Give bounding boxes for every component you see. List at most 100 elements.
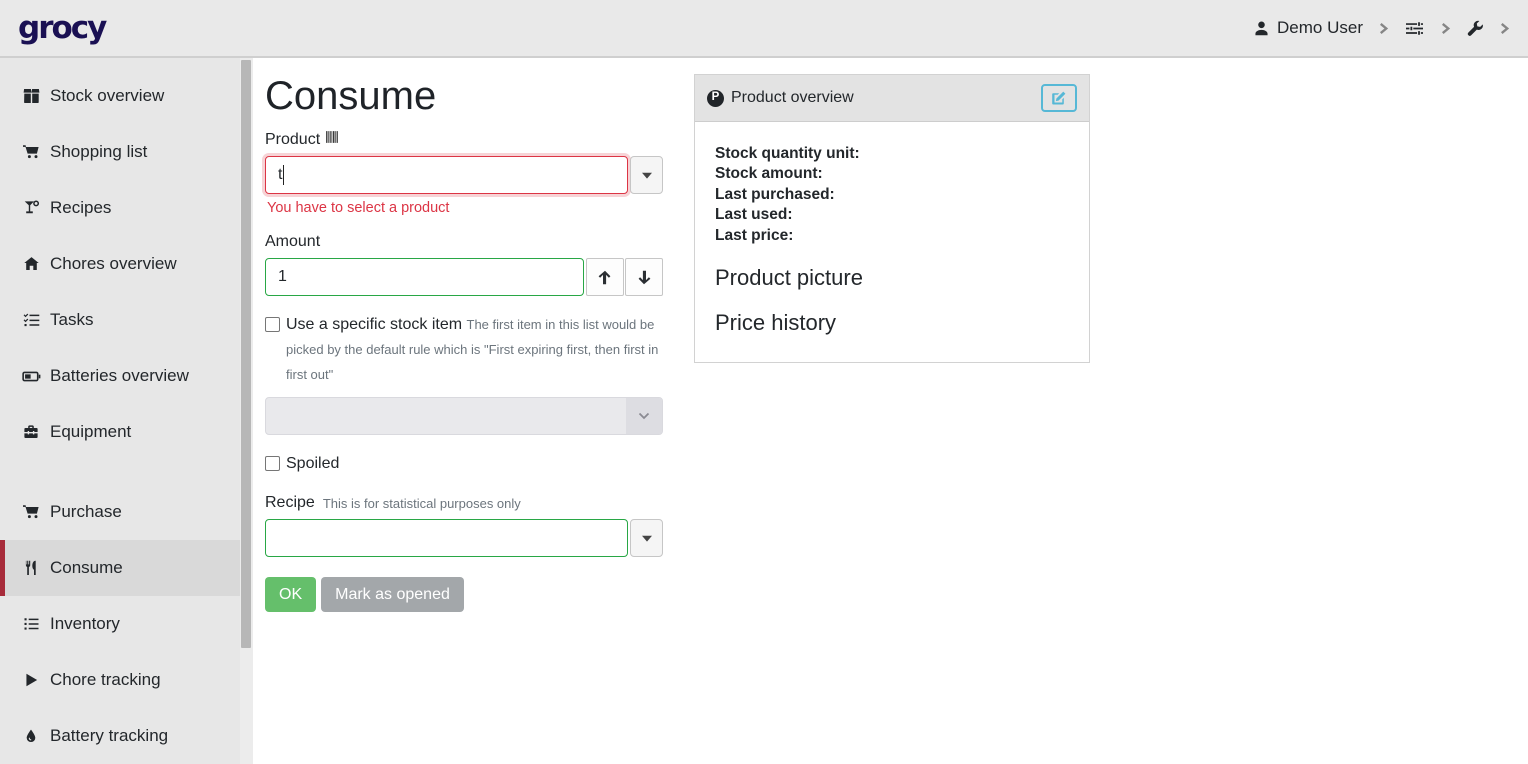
product-picture-heading: Product picture: [715, 265, 863, 291]
sidebar-item-label: Stock overview: [50, 86, 165, 105]
product-overview-card: P Product overview Stock quantity unit: …: [694, 74, 1090, 364]
wrench-icon[interactable]: [1466, 20, 1484, 37]
product-overview-header: P Product overview: [695, 75, 1089, 122]
top-navbar: grocy Demo User: [0, 0, 1528, 58]
sidebar-item-consume[interactable]: Consume: [0, 540, 240, 596]
caret-down-icon: [641, 535, 652, 542]
cart-icon: [21, 504, 41, 520]
sidebar-item-label: Batteries overview: [50, 366, 189, 385]
mark-as-opened-button[interactable]: Mark as opened: [321, 577, 464, 613]
sidebar-item-chores-overview[interactable]: Chores overview: [0, 236, 240, 292]
sidebar-item-label: Equipment: [50, 422, 132, 441]
product-form-group: Product t You have to select a product: [265, 130, 663, 216]
sidebar-item-purchase[interactable]: Purchase: [0, 484, 240, 540]
text-cursor: [283, 165, 285, 185]
field-label: Stock quantity unit:: [715, 145, 860, 162]
sidebar-item-label: Inventory: [50, 614, 120, 633]
stock-item-row: Use a specific stock item The first item…: [265, 313, 663, 387]
sidebar-item-label: Battery tracking: [50, 726, 169, 745]
product-input[interactable]: t: [265, 156, 628, 194]
product-overview-title: Product overview: [731, 89, 854, 106]
recipe-form-group: Recipe This is for statistical purposes …: [265, 494, 663, 558]
stock-item-form-group: Use a specific stock item The first item…: [265, 313, 663, 436]
home-icon: [21, 256, 41, 272]
sidebar-item-tasks[interactable]: Tasks: [0, 292, 240, 348]
grocy-logo[interactable]: grocy: [18, 9, 107, 46]
sidebar-item-label: Recipes: [50, 198, 112, 217]
chevron-right-icon[interactable]: [1378, 22, 1389, 35]
arrow-up-icon: [598, 270, 611, 284]
spoiled-form-group: Spoiled: [265, 452, 663, 477]
stock-item-hint: The first item in this list would be pic…: [286, 317, 659, 382]
sidebar-item-batteries-overview[interactable]: Batteries overview: [0, 348, 240, 404]
sidebar-item-recipes[interactable]: Recipes: [0, 180, 240, 236]
sidebar-scrollbar-thumb[interactable]: [241, 60, 251, 648]
sidebar-item-label: Shopping list: [50, 142, 148, 161]
sidebar-item-label: Chore tracking: [50, 670, 161, 689]
caret-down-icon: [641, 172, 652, 179]
spoiled-row: Spoiled: [265, 452, 663, 477]
sidebar-nav: Stock overview Shopping list Recipes Cho…: [0, 58, 240, 764]
user-name: Demo User: [1277, 18, 1363, 37]
amount-input-group: [265, 258, 663, 296]
battery-icon: [21, 369, 41, 384]
settings-sliders-icon[interactable]: [1404, 20, 1425, 37]
stock-item-select[interactable]: [265, 397, 663, 436]
amount-increment-button[interactable]: [586, 258, 624, 296]
ok-button[interactable]: OK: [265, 577, 317, 613]
navbar-right: Demo User: [1253, 18, 1510, 38]
utensils-icon: [21, 560, 41, 576]
edit-product-button[interactable]: [1041, 84, 1077, 112]
box-icon: [21, 88, 41, 104]
sidebar-item-shopping-list[interactable]: Shopping list: [0, 124, 240, 180]
chevron-down-icon: [626, 398, 662, 435]
spoiled-checkbox[interactable]: [265, 456, 280, 472]
chevron-right-icon[interactable]: [1499, 22, 1510, 35]
stock-item-label: Use a specific stock item: [286, 316, 463, 333]
sidebar-item-label: Purchase: [50, 502, 122, 521]
stock-item-checkbox[interactable]: [265, 317, 280, 332]
cart-icon: [21, 144, 41, 160]
field-label: Stock amount:: [715, 165, 823, 183]
user-menu[interactable]: Demo User: [1253, 18, 1363, 38]
amount-input[interactable]: [265, 258, 584, 296]
arrow-down-icon: [638, 270, 651, 284]
tasks-icon: [21, 312, 41, 328]
sidebar-item-battery-tracking[interactable]: Battery tracking: [0, 708, 240, 764]
product-dropdown-button[interactable]: [630, 156, 663, 194]
spoiled-label: Spoiled: [286, 455, 340, 473]
field-label: Last price:: [715, 226, 794, 244]
chevron-right-icon[interactable]: [1440, 22, 1451, 35]
amount-decrement-button[interactable]: [625, 258, 663, 296]
amount-label: Amount: [265, 233, 321, 250]
cocktail-icon: [21, 200, 41, 216]
product-overview-title-row: P Product overview: [707, 89, 854, 107]
list-icon: [21, 616, 41, 632]
consume-form: Consume Product t You have: [265, 72, 663, 613]
stock-item-select-value: [266, 398, 626, 434]
field-label: Last used:: [715, 206, 793, 224]
recipe-hint: This is for statistical purposes only: [322, 495, 521, 511]
sidebar-item-label: Chores overview: [50, 254, 177, 273]
sidebar-item-equipment[interactable]: Equipment: [0, 404, 240, 460]
product-error-message: You have to select a product: [267, 200, 450, 216]
recipe-dropdown-button[interactable]: [630, 519, 663, 558]
stock-item-text: Use a specific stock item The first item…: [286, 313, 663, 387]
sidebar-item-stock-overview[interactable]: Stock overview: [0, 68, 240, 124]
sidebar-item-chore-tracking[interactable]: Chore tracking: [0, 652, 240, 708]
sidebar-item-inventory[interactable]: Inventory: [0, 596, 240, 652]
product-label: Product: [265, 130, 663, 149]
droplet-icon: [21, 728, 41, 744]
sidebar-item-label: Tasks: [50, 310, 94, 329]
recipe-input[interactable]: [265, 519, 628, 558]
main-content: Consume Product t You have: [253, 58, 1528, 764]
edit-pencil-icon: [1052, 91, 1066, 105]
amount-form-group: Amount: [265, 233, 663, 296]
toolbox-icon: [21, 424, 41, 440]
sidebar-scrollbar-track[interactable]: [240, 58, 253, 764]
recipe-input-group: [265, 519, 663, 558]
product-input-value: t: [278, 166, 283, 183]
user-icon: [1253, 20, 1270, 37]
play-icon: [21, 672, 41, 688]
